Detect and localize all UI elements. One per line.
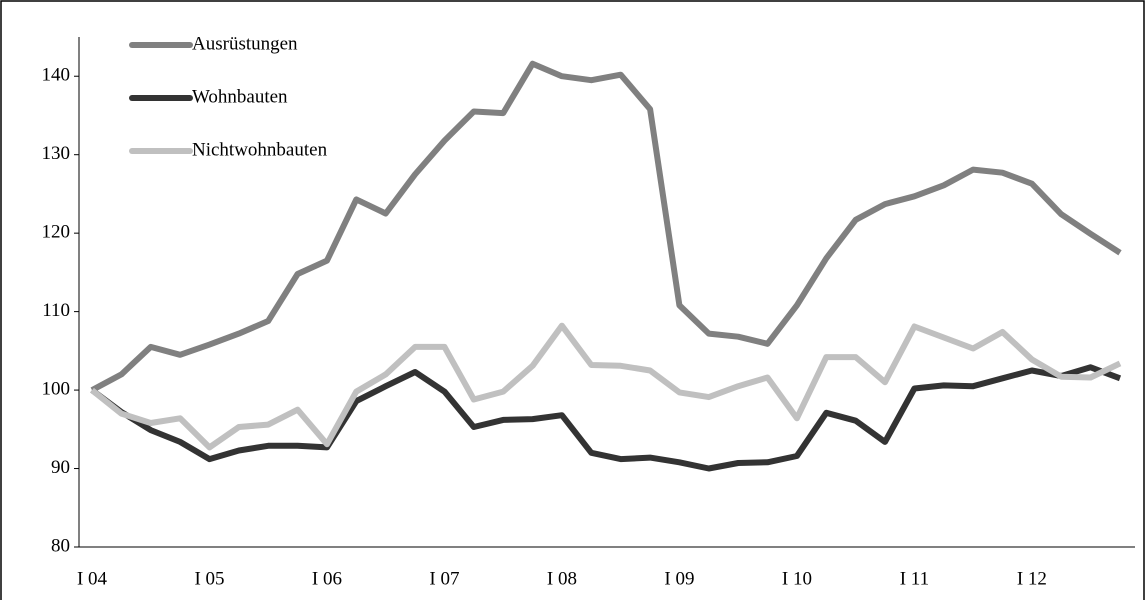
series-line <box>90 60 1122 393</box>
y-tick-label: 110 <box>42 300 70 321</box>
x-tick-label: I 10 <box>782 568 812 589</box>
legend-label: Wohnbauten <box>192 86 288 107</box>
x-tick-label: I 05 <box>194 568 224 589</box>
y-tick-label: 120 <box>42 222 71 243</box>
series-line <box>90 364 1122 472</box>
y-tick-label: 130 <box>42 143 71 164</box>
legend-label: Ausrüstungen <box>192 33 298 54</box>
x-tick-label: I 06 <box>312 568 342 589</box>
y-tick-label: 140 <box>42 65 71 86</box>
x-tick-label: I 08 <box>547 568 577 589</box>
y-tick-label: 90 <box>51 457 70 478</box>
x-tick-label: I 12 <box>1017 568 1047 589</box>
x-tick-label: I 09 <box>664 568 694 589</box>
y-tick-label: 100 <box>42 378 71 399</box>
legend-label: Nichtwohnbauten <box>192 139 328 160</box>
x-tick-label: I 07 <box>429 568 459 589</box>
y-tick-label: 80 <box>51 535 70 556</box>
x-tick-label: I 04 <box>77 568 108 589</box>
x-tick-label: I 11 <box>900 568 929 589</box>
series-line <box>90 322 1122 451</box>
